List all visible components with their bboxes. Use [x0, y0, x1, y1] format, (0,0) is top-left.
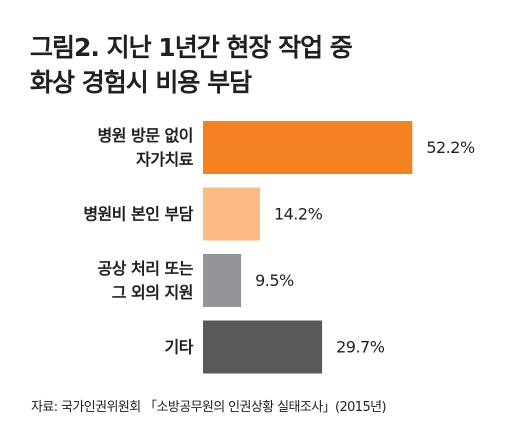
value-label-2: 14.2% [274, 205, 323, 224]
chart-title-line-1: 그림2. 지난 1년간 현장 작업 중 [30, 33, 353, 62]
chart-title: 그림2. 지난 1년간 현장 작업 중 화상 경험시 비용 부담 [30, 30, 490, 100]
category-label-1-line-2: 자가치료 [136, 150, 194, 169]
value-label-3: 9.5% [255, 271, 294, 290]
source-note: 자료: 국가인권위원회 「소방공무원의 인권상황 실태조사」(2015년) [31, 400, 387, 415]
category-label-2-line-1: 병원비 본인 부담 [83, 205, 193, 224]
bar-4 [203, 320, 323, 374]
category-label-1-line-1: 병원 방문 없이 [98, 126, 193, 145]
value-label-1: 52.2% [426, 138, 475, 157]
category-label-3-line-2: 그 외의 지원 [112, 283, 193, 302]
bar-3 [203, 254, 242, 307]
chart-title-line-2: 화상 경험시 비용 부담 [30, 68, 252, 97]
bar-1 [203, 121, 413, 174]
value-label-4: 29.7% [336, 338, 385, 357]
category-label-3-line-1: 공상 처리 또는 [98, 259, 194, 278]
category-label-4-line-1: 기타 [165, 338, 194, 357]
bar-2 [203, 187, 260, 241]
